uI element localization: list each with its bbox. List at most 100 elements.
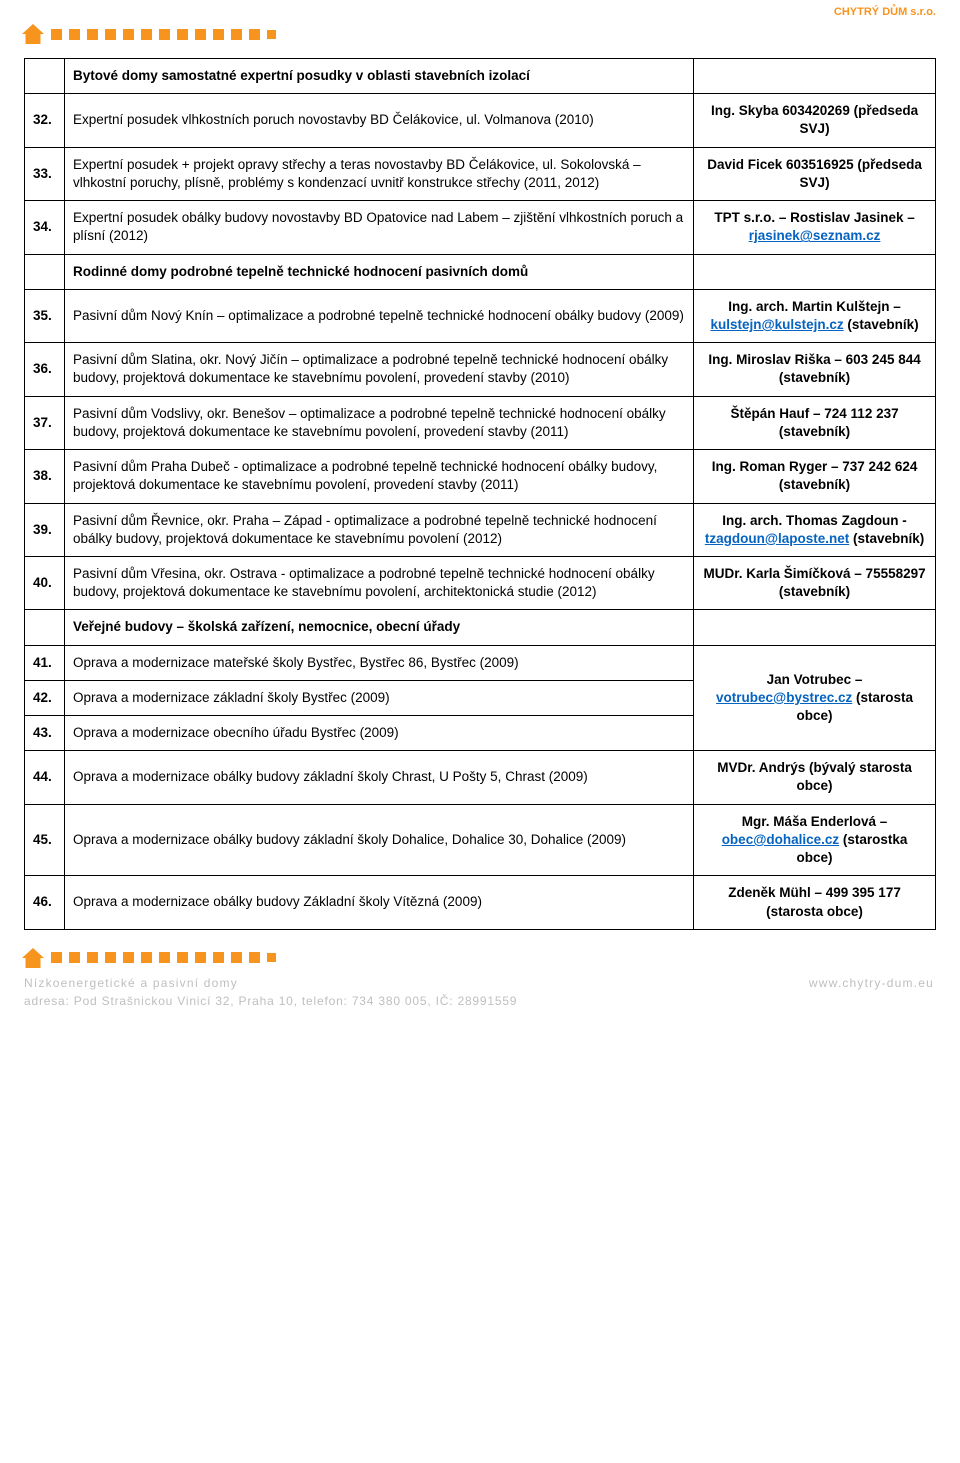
row-description: Expertní posudek obálky budovy novostavb… [64, 201, 693, 254]
row-number: 38. [25, 450, 65, 503]
row-description: Pasivní dům Řevnice, okr. Praha – Západ … [64, 503, 693, 556]
references-table: Bytové domy samostatné expertní posudky … [24, 58, 936, 930]
row-number: 44. [25, 751, 65, 804]
table-row: 46.Oprava a modernizace obálky budovy Zá… [25, 876, 936, 929]
square-icon [123, 952, 134, 963]
row-number: 36. [25, 343, 65, 396]
contact-email-link[interactable]: votrubec@bystrec.cz [716, 690, 852, 705]
row-number: 39. [25, 503, 65, 556]
square-icon [51, 29, 62, 40]
footer-website: www.chytry-dum.eu [809, 976, 934, 990]
row-contact: Štěpán Hauf – 724 112 237 (stavebník) [694, 396, 936, 449]
table-row: 41.Oprava a modernizace mateřské školy B… [25, 645, 936, 680]
row-number: 32. [25, 94, 65, 147]
decorative-band-bottom [22, 948, 936, 972]
square-icon [69, 952, 80, 963]
row-contact: Zdeněk Mühl – 499 395 177 (starosta obce… [694, 876, 936, 929]
row-number: 37. [25, 396, 65, 449]
section-heading: Rodinné domy podrobné tepelně technické … [64, 254, 693, 289]
row-contact: MUDr. Karla Šimíčková – 75558297 (staveb… [694, 556, 936, 609]
table-row: 32.Expertní posudek vlhkostních poruch n… [25, 94, 936, 147]
contact-email-link[interactable]: kulstejn@kulstejn.cz [710, 317, 843, 332]
row-contact: MVDr. Andrýs (bývalý starosta obce) [694, 751, 936, 804]
table-row: 37.Pasivní dům Vodslivy, okr. Benešov – … [25, 396, 936, 449]
square-icon [249, 952, 260, 963]
row-contact: Ing. arch. Martin Kulštejn – kulstejn@ku… [694, 289, 936, 342]
row-contact: David Ficek 603516925 (předseda SVJ) [694, 147, 936, 200]
house-icon [22, 948, 44, 968]
square-icon [141, 29, 152, 40]
row-number: 35. [25, 289, 65, 342]
row-contact: TPT s.r.o. – Rostislav Jasinek – rjasine… [694, 201, 936, 254]
row-number: 41. [25, 645, 65, 680]
square-icon [105, 29, 116, 40]
row-number: 43. [25, 716, 65, 751]
section-heading: Veřejné budovy – školská zařízení, nemoc… [64, 610, 693, 645]
square-icon [87, 29, 98, 40]
contact-email-link[interactable]: obec@dohalice.cz [722, 832, 839, 847]
square-icon [159, 29, 170, 40]
square-icon [69, 29, 80, 40]
square-icon [267, 30, 276, 39]
row-description: Expertní posudek vlhkostních poruch novo… [64, 94, 693, 147]
section-heading: Bytové domy samostatné expertní posudky … [64, 59, 693, 94]
square-icon [51, 952, 62, 963]
square-icon [195, 29, 206, 40]
square-icon [231, 29, 242, 40]
row-description: Oprava a modernizace obálky budovy zákla… [64, 804, 693, 876]
table-row: 40.Pasivní dům Vřesina, okr. Ostrava - o… [25, 556, 936, 609]
row-description: Oprava a modernizace obálky budovy zákla… [64, 751, 693, 804]
decorative-band-top [0, 20, 960, 48]
table-cell-contact-empty [694, 610, 936, 645]
row-description: Expertní posudek + projekt opravy střech… [64, 147, 693, 200]
table-row-num-empty [25, 254, 65, 289]
row-number: 45. [25, 804, 65, 876]
table-row: 44.Oprava a modernizace obálky budovy zá… [25, 751, 936, 804]
row-number: 46. [25, 876, 65, 929]
table-row: 38.Pasivní dům Praha Dubeč - optimalizac… [25, 450, 936, 503]
row-description: Oprava a modernizace obecního úřadu Byst… [64, 716, 693, 751]
table-row: 36.Pasivní dům Slatina, okr. Nový Jičín … [25, 343, 936, 396]
row-number: 40. [25, 556, 65, 609]
table-row: 45.Oprava a modernizace obálky budovy zá… [25, 804, 936, 876]
square-icon [105, 952, 116, 963]
row-contact: Ing. Skyba 603420269 (předseda SVJ) [694, 94, 936, 147]
row-description: Pasivní dům Slatina, okr. Nový Jičín – o… [64, 343, 693, 396]
table-row: 34.Expertní posudek obálky budovy novost… [25, 201, 936, 254]
footer-tagline: Nízkoenergetické a pasivní domy [24, 976, 238, 990]
row-description: Pasivní dům Praha Dubeč - optimalizace a… [64, 450, 693, 503]
square-icon [177, 29, 188, 40]
contact-email-link[interactable]: rjasinek@seznam.cz [749, 228, 881, 243]
square-icon [249, 29, 260, 40]
square-icon [159, 952, 170, 963]
square-icon [267, 953, 276, 962]
row-description: Oprava a modernizace základní školy Byst… [64, 680, 693, 715]
square-icon [123, 29, 134, 40]
square-icon [231, 952, 242, 963]
table-cell-contact-empty [694, 59, 936, 94]
row-number: 33. [25, 147, 65, 200]
table-row: 33.Expertní posudek + projekt opravy stř… [25, 147, 936, 200]
square-icon [213, 952, 224, 963]
row-number: 42. [25, 680, 65, 715]
row-description: Pasivní dům Vřesina, okr. Ostrava - opti… [64, 556, 693, 609]
square-icon [177, 952, 188, 963]
contact-email-link[interactable]: tzagdoun@laposte.net [705, 531, 849, 546]
footer-address: adresa: Pod Strašnickou Vinicí 32, Praha… [24, 994, 517, 1008]
square-icon [141, 952, 152, 963]
row-contact: Ing. arch. Thomas Zagdoun - tzagdoun@lap… [694, 503, 936, 556]
row-description: Pasivní dům Nový Knín – optimalizace a p… [64, 289, 693, 342]
row-contact: Ing. Roman Ryger – 737 242 624 (stavební… [694, 450, 936, 503]
square-icon [87, 952, 98, 963]
square-icon [195, 952, 206, 963]
page-footer: Nízkoenergetické a pasivní domy www.chyt… [0, 948, 960, 1028]
table-cell-contact-empty [694, 254, 936, 289]
row-number: 34. [25, 201, 65, 254]
row-description: Pasivní dům Vodslivy, okr. Benešov – opt… [64, 396, 693, 449]
table-row: 39.Pasivní dům Řevnice, okr. Praha – Záp… [25, 503, 936, 556]
row-contact: Jan Votrubec – votrubec@bystrec.cz (star… [694, 645, 936, 751]
row-description: Oprava a modernizace obálky budovy Zákla… [64, 876, 693, 929]
table-row-num-empty [25, 59, 65, 94]
row-contact: Mgr. Máša Enderlová – obec@dohalice.cz (… [694, 804, 936, 876]
table-row-num-empty [25, 610, 65, 645]
